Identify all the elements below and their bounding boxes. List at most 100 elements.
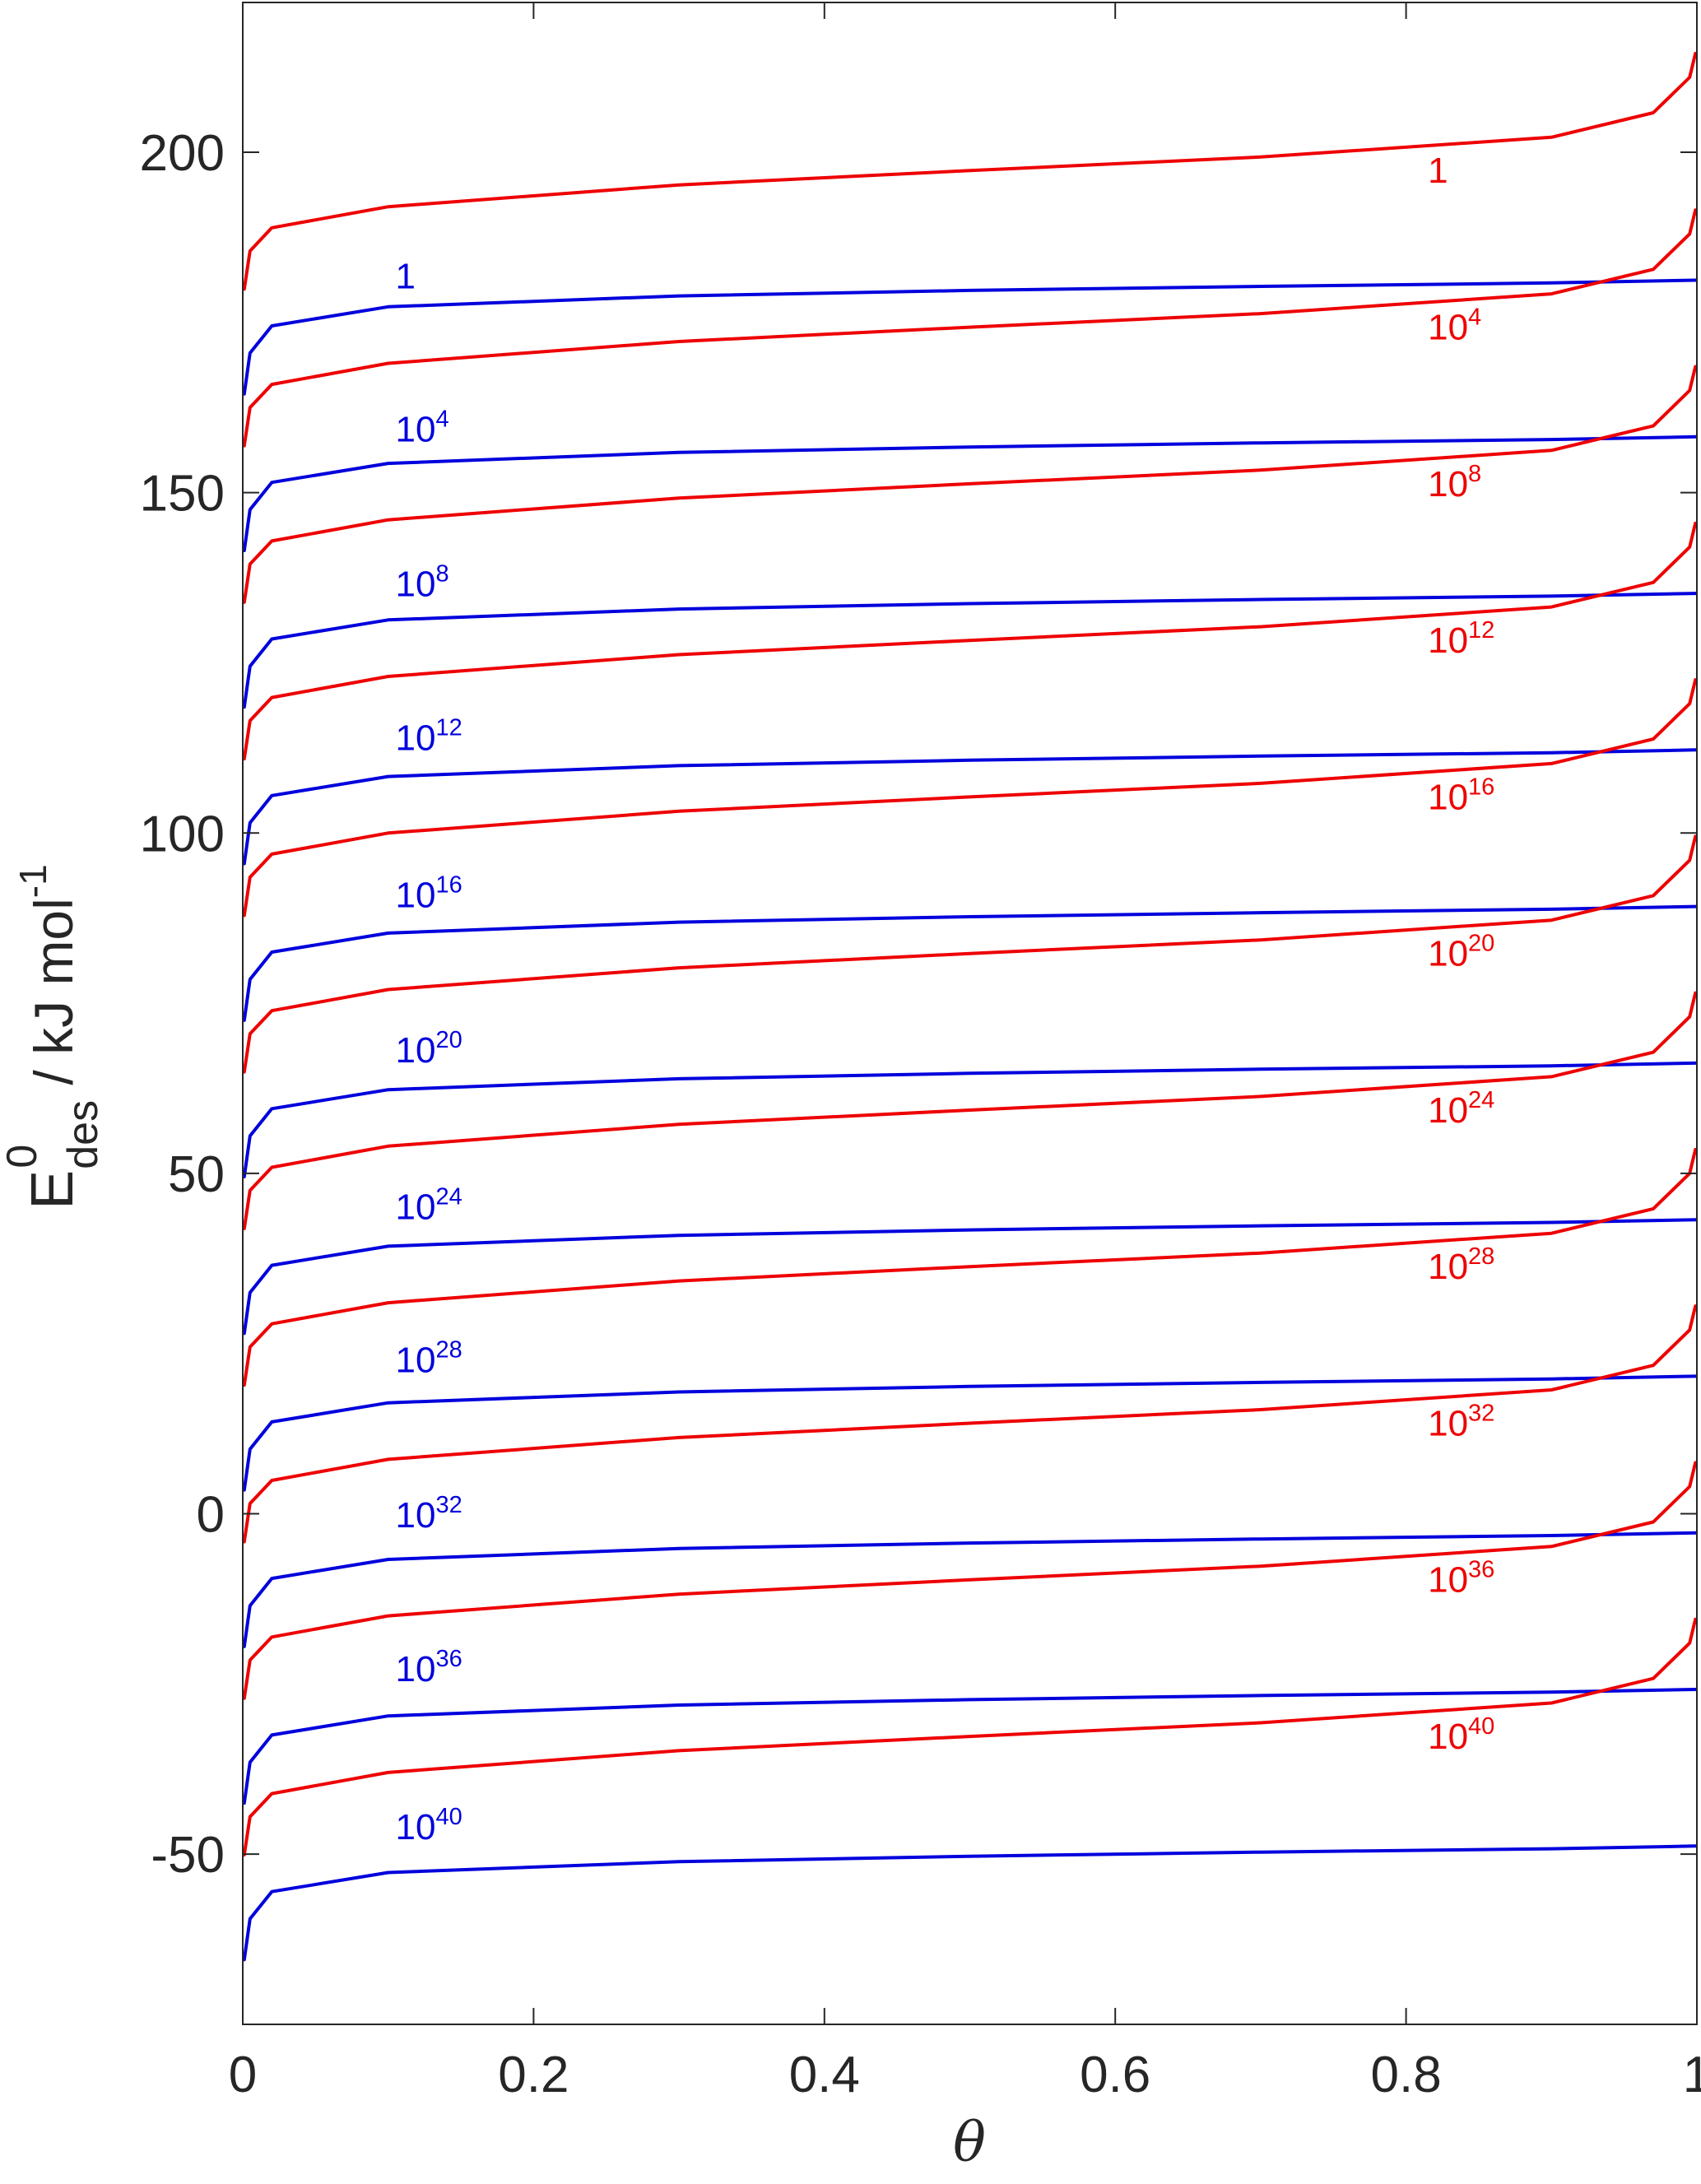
series-line-red-18	[242, 1148, 1698, 1387]
y-tick-label: 0	[197, 1487, 225, 1544]
series-label-exponent: 12	[1468, 617, 1494, 644]
series-label-exponent: 4	[1468, 304, 1481, 331]
plot-frame	[242, 2, 1698, 2025]
series-label-exponent: 20	[1468, 931, 1494, 957]
series-label-exponent: 20	[435, 1027, 462, 1053]
series-label-text: 10	[1428, 1717, 1468, 1757]
series-label-red-18: 1028	[1428, 1243, 1494, 1287]
series-label-text: 10	[396, 410, 436, 450]
series-line-blue-6	[242, 1218, 1698, 1336]
series-label-exponent: 16	[435, 871, 462, 898]
series-label-exponent: 28	[435, 1337, 462, 1364]
series-label-red-17: 1024	[1428, 1087, 1494, 1131]
y-axis-title-base: E	[20, 1170, 86, 1210]
series-line-blue-3	[242, 748, 1698, 866]
series-label-text: 10	[1428, 934, 1468, 974]
series-label-exponent: 40	[435, 1804, 462, 1830]
series-label-exponent: 40	[1468, 1713, 1494, 1740]
series-line-blue-7	[242, 1374, 1698, 1492]
series-label-text: 10	[396, 1495, 436, 1536]
series-label-exponent: 24	[1468, 1087, 1494, 1113]
series-line-blue-0	[242, 278, 1698, 396]
series-line-red-13	[242, 365, 1698, 604]
series-line-red-19	[242, 1304, 1698, 1544]
series-line-blue-10	[242, 1844, 1698, 1962]
x-axis-title: θ	[953, 2111, 986, 2174]
series-label-text: 10	[1428, 1560, 1468, 1601]
series-line-blue-2	[242, 592, 1698, 709]
y-axis-title: E0 des / kJ mol-1	[0, 864, 107, 1209]
series-label-text: 10	[1428, 1247, 1468, 1287]
series-label-blue-9: 1036	[396, 1646, 462, 1689]
series-label-exponent: 32	[1468, 1400, 1494, 1426]
x-tick-label: 0.2	[498, 2047, 569, 2103]
series-line-red-16	[242, 834, 1698, 1074]
series-label-layer: 1104108101210161020102410281032103610401…	[396, 151, 1495, 1847]
series-label-text: 10	[396, 1807, 436, 1847]
series-label-blue-0: 1	[396, 257, 416, 297]
x-tick-label: 0	[229, 2047, 257, 2103]
series-line-red-20	[242, 1461, 1698, 1700]
series-line-blue-5	[242, 1061, 1698, 1178]
series-label-text: 10	[396, 1187, 436, 1227]
series-label-exponent: 4	[435, 407, 448, 433]
series-label-text: 10	[1428, 620, 1468, 661]
series-label-blue-4: 1016	[396, 871, 462, 915]
series-label-red-20: 1036	[1428, 1557, 1494, 1601]
y-axis-title-superscript: 0	[0, 1145, 46, 1169]
series-label-exponent: 16	[1468, 774, 1494, 800]
series-line-blue-4	[242, 904, 1698, 1022]
series-label-blue-2: 108	[396, 560, 449, 604]
y-axis-title-units: / kJ mol	[23, 898, 84, 1100]
series-line-blue-1	[242, 434, 1698, 552]
series-label-blue-6: 1024	[396, 1183, 462, 1227]
series-label-exponent: 12	[435, 714, 462, 741]
y-tick-label: 100	[140, 806, 225, 862]
series-line-red-12	[242, 208, 1698, 448]
series-label-red-16: 1020	[1428, 931, 1494, 974]
series-label-text: 1	[1428, 151, 1448, 191]
x-tick-label: 0.8	[1370, 2047, 1441, 2103]
series-line-red-21	[242, 1617, 1698, 1856]
series-label-red-12: 104	[1428, 304, 1481, 348]
series-label-blue-3: 1012	[396, 714, 462, 758]
series-line-red-15	[242, 678, 1698, 918]
y-axis-title-units-superscript: -1	[12, 864, 54, 898]
series-line-red-14	[242, 521, 1698, 761]
y-tick-label: 50	[168, 1146, 225, 1203]
series-label-text: 10	[396, 718, 436, 758]
series-label-text: 10	[1428, 464, 1468, 504]
series-label-text: 10	[1428, 308, 1468, 348]
series-line-blue-9	[242, 1688, 1698, 1805]
series-label-text: 10	[396, 1341, 436, 1381]
series-label-blue-7: 1028	[396, 1337, 462, 1381]
series-label-red-11: 1	[1428, 151, 1448, 191]
series-label-text: 10	[396, 1030, 436, 1071]
y-tick-label: 200	[140, 125, 225, 182]
series-label-red-21: 1040	[1428, 1713, 1494, 1757]
series-layer	[242, 52, 1698, 1962]
x-tick-label: 0.4	[789, 2047, 860, 2103]
series-label-red-13: 108	[1428, 461, 1481, 504]
series-label-blue-1: 104	[396, 407, 449, 450]
series-label-exponent: 36	[1468, 1557, 1494, 1583]
series-line-red-11	[242, 52, 1698, 291]
series-label-text: 10	[396, 875, 436, 915]
series-label-blue-8: 1032	[396, 1492, 462, 1536]
series-line-red-17	[242, 991, 1698, 1230]
series-label-exponent: 32	[435, 1492, 462, 1518]
series-label-exponent: 36	[435, 1646, 462, 1672]
series-label-text: 10	[1428, 1090, 1468, 1131]
y-tick-label: 150	[140, 466, 225, 523]
y-axis-title-subscript: des	[59, 1100, 107, 1169]
series-label-text: 10	[1428, 777, 1468, 817]
series-label-text: 10	[1428, 1403, 1468, 1443]
series-label-red-15: 1016	[1428, 774, 1494, 817]
series-label-exponent: 8	[435, 560, 448, 587]
series-label-text: 10	[396, 1649, 436, 1689]
series-line-blue-8	[242, 1531, 1698, 1648]
series-label-blue-10: 1040	[396, 1804, 462, 1847]
series-label-blue-5: 1020	[396, 1027, 462, 1071]
